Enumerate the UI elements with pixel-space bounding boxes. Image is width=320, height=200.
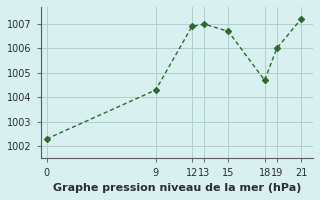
X-axis label: Graphe pression niveau de la mer (hPa): Graphe pression niveau de la mer (hPa) (52, 183, 301, 193)
